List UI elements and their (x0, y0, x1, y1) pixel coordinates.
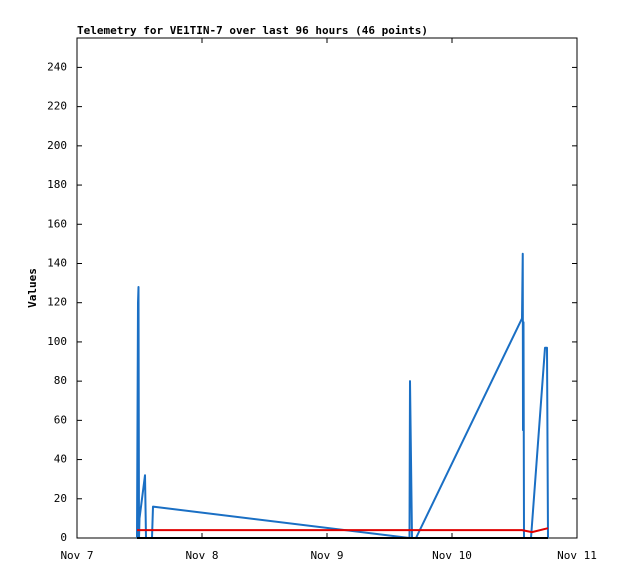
y-tick-label: 160 (47, 217, 67, 230)
x-tick-label: Nov 7 (60, 549, 93, 562)
x-tick-label: Nov 11 (557, 549, 597, 562)
y-axis-label: Values (26, 268, 39, 308)
y-tick-label: 60 (54, 413, 67, 426)
y-tick-label: 40 (54, 453, 67, 466)
y-tick-label: 120 (47, 296, 67, 309)
x-tick-label: Nov 8 (185, 549, 218, 562)
chart-title: Telemetry for VE1TIN-7 over last 96 hour… (77, 24, 428, 37)
series-line (136, 252, 549, 539)
y-tick-label: 80 (54, 374, 67, 387)
y-tick-label: 180 (47, 178, 67, 191)
x-tick-label: Nov 10 (432, 549, 472, 562)
y-tick-label: 0 (60, 531, 67, 544)
x-tick-label: Nov 9 (310, 549, 343, 562)
y-tick-label: 200 (47, 139, 67, 152)
y-tick-label: 20 (54, 492, 67, 505)
y-tick-label: 220 (47, 100, 67, 113)
series-line (137, 527, 549, 534)
y-tick-label: 100 (47, 335, 67, 348)
y-tick-label: 240 (47, 60, 67, 73)
y-tick-label: 140 (47, 256, 67, 269)
